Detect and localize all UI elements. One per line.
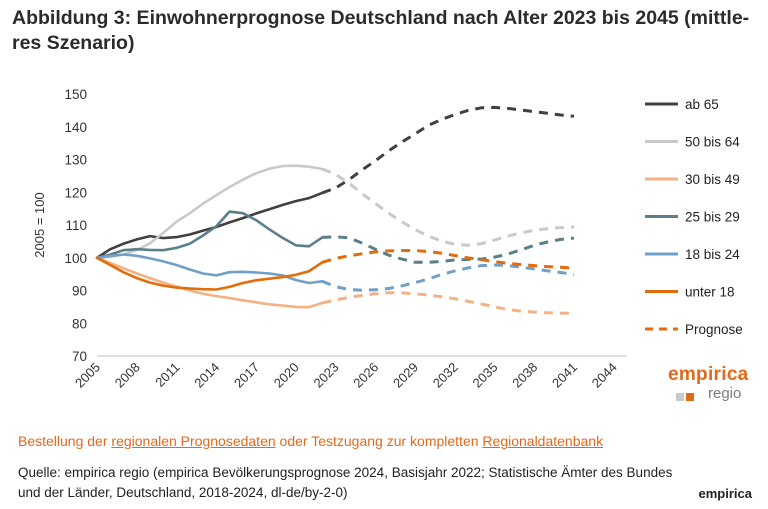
- series-forecast-line: [321, 249, 575, 270]
- y-tick-label: 90: [72, 284, 87, 299]
- x-tick-label: 2008: [112, 360, 143, 391]
- logo-name: empirica: [668, 364, 749, 385]
- title-line-2: res Szenario): [12, 32, 135, 54]
- x-tick-label: 2020: [271, 360, 302, 391]
- legend-label: 50 bis 64: [685, 135, 740, 150]
- series-historic-line: [95, 253, 324, 285]
- legend-label: ab 65: [685, 97, 719, 112]
- legend-label: 18 bis 24: [685, 247, 740, 262]
- regional-database-link[interactable]: Regionaldatenbank: [482, 433, 604, 449]
- series-forecast-line: [321, 291, 575, 315]
- series-forecast-line: [321, 105, 575, 195]
- x-tick-label: 2014: [191, 360, 222, 391]
- series-forecast-line: [322, 235, 575, 264]
- series-historic-line: [95, 191, 324, 260]
- y-tick-label: 120: [64, 185, 87, 200]
- legend-label: unter 18: [685, 285, 735, 300]
- source-brand: empirica: [698, 486, 752, 501]
- y-tick-label: 130: [64, 153, 87, 168]
- series-historic-line: [95, 164, 324, 260]
- x-tick-label: 2017: [231, 360, 262, 391]
- logo-sub: regio: [708, 385, 742, 402]
- source-note: Quelle: empirica regio (empirica Bevölke…: [18, 463, 758, 503]
- population-forecast-chart: 70 80 90 100 110 120 130 140 150 2005 = 100 2005 20…: [32, 87, 743, 391]
- regional-forecast-data-link[interactable]: regionalen Prognosedaten: [111, 433, 276, 449]
- y-tick-label: 100: [64, 251, 87, 266]
- y-tick-label: 70: [72, 349, 87, 364]
- x-tick-label: 2026: [350, 360, 381, 391]
- source-line-1: Quelle: empirica regio (empirica Bevölke…: [18, 465, 673, 480]
- x-tick-label: 2038: [509, 360, 540, 391]
- x-tick-label: 2041: [549, 360, 580, 391]
- series-historic-line: [95, 256, 324, 291]
- order-line: Bestellung der regionalen Prognosedaten …: [18, 433, 603, 449]
- y-tick-label: 80: [72, 316, 87, 331]
- logo-square-2: [686, 393, 694, 401]
- legend-label: Prognose: [685, 322, 743, 337]
- title-line-1: Abbildung 3: Einwohnerprognose Deutschla…: [12, 7, 750, 29]
- series-forecast-line: [321, 263, 575, 292]
- logo-square-1: [676, 393, 684, 401]
- y-axis-label: 2005 = 100: [32, 192, 47, 257]
- y-tick-label: 140: [64, 120, 87, 135]
- series-historic-line: [95, 256, 324, 309]
- y-tick-label: 110: [65, 218, 87, 233]
- x-tick-label: 2011: [152, 360, 182, 390]
- page-title: Abbildung 3: Einwohnerprognose Deutschla…: [12, 6, 762, 56]
- x-tick-label: 2005: [72, 360, 103, 391]
- order-prefix: Bestellung der: [18, 433, 112, 449]
- empirica-regio-logo: empirica regio: [662, 364, 752, 408]
- legend-label: 25 bis 29: [685, 210, 740, 225]
- x-tick-label: 2029: [390, 360, 421, 391]
- x-tick-label: 2032: [430, 360, 461, 391]
- series-forecast-line: [321, 167, 575, 247]
- x-tick-label: 2044: [589, 360, 620, 391]
- x-tick-label: 2035: [470, 360, 501, 391]
- order-middle: oder Testzugang zur kompletten: [275, 433, 483, 449]
- legend-label: 30 bis 49: [685, 172, 740, 187]
- source-line-2: und der Länder, Deutschland, 2018-2024, …: [18, 485, 348, 500]
- series-historic-line: [95, 210, 324, 260]
- y-tick-label: 150: [64, 87, 87, 102]
- x-tick-label: 2023: [311, 360, 342, 391]
